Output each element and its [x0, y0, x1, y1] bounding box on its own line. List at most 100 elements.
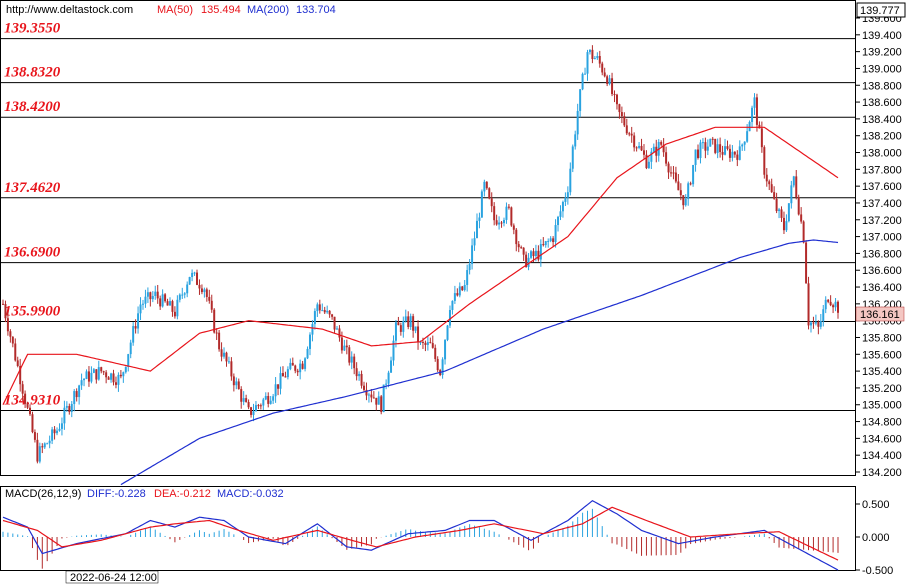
candle-body — [679, 190, 682, 196]
candle-body — [512, 225, 515, 230]
candle-body — [800, 214, 803, 222]
candle-body — [642, 150, 645, 155]
candle-body — [797, 197, 800, 215]
price-tick-label: 137.600 — [862, 181, 902, 193]
candle-body — [684, 198, 687, 206]
price-tick-label: 136.400 — [862, 282, 902, 294]
candle-body — [257, 405, 260, 407]
candle-body — [431, 343, 434, 348]
candle-body — [542, 244, 545, 246]
date-label-box — [65, 570, 159, 584]
candle-body — [635, 147, 638, 149]
candle-body — [615, 94, 618, 105]
level-label: 139.3550 — [4, 21, 61, 37]
candle-body — [227, 361, 230, 363]
candle-body — [640, 145, 643, 151]
candle-body — [770, 184, 773, 193]
candle-body — [517, 244, 520, 248]
candle-body — [785, 221, 788, 231]
candle-body — [355, 368, 358, 377]
ma200-line — [120, 239, 839, 486]
candle-body — [291, 362, 294, 366]
candle-body — [726, 146, 729, 149]
candle-body — [38, 446, 41, 462]
candle-body — [210, 300, 213, 310]
candle-body — [404, 316, 407, 321]
price-tick-label: 135.200 — [862, 383, 902, 395]
candle-body — [402, 320, 405, 332]
candle-body — [421, 341, 424, 343]
price-tick-label: 135.800 — [862, 332, 902, 344]
level-label: 138.4200 — [4, 99, 61, 115]
candle-body — [677, 181, 680, 191]
candle-body — [235, 381, 238, 386]
candle-body — [448, 309, 451, 326]
candle-body — [692, 164, 695, 185]
candle-body — [552, 238, 555, 243]
candle-body — [522, 247, 525, 255]
candle-body — [426, 342, 429, 345]
candle-body — [156, 291, 159, 299]
candle-body — [193, 272, 196, 274]
candle-body — [75, 391, 78, 398]
macd-axis: 0.500 0.000 -0.500 — [855, 499, 893, 577]
candle-body — [792, 176, 795, 186]
candle-body — [697, 149, 700, 158]
candle-body — [670, 172, 672, 174]
candle-body — [665, 152, 668, 164]
candle-body — [24, 393, 27, 404]
candle-body — [530, 251, 533, 258]
candle-body — [711, 138, 714, 140]
candle-body — [73, 391, 76, 405]
price-tick-label: 135.400 — [862, 366, 902, 378]
candle-body — [817, 321, 820, 327]
candle-body — [134, 326, 137, 329]
main-panel — [0, 0, 856, 476]
candle-body — [549, 238, 552, 241]
candle-body — [493, 206, 496, 221]
candle-body — [367, 394, 370, 396]
candle-body — [795, 176, 798, 198]
candle-body — [203, 289, 206, 293]
candle-body — [164, 294, 167, 302]
candle-body — [451, 300, 454, 310]
candle-body — [775, 198, 778, 212]
candle-body — [301, 363, 304, 369]
candle-body — [591, 49, 594, 60]
diff-line — [2, 499, 839, 571]
candle-body — [689, 183, 692, 185]
candle-body — [593, 58, 596, 60]
price-tick-label: 136.600 — [862, 265, 902, 277]
candle-body — [571, 146, 574, 169]
candle-body — [53, 429, 56, 434]
candle-body — [137, 313, 140, 329]
candle-body — [328, 310, 331, 315]
candle-body — [716, 144, 719, 153]
candle-body — [186, 284, 189, 294]
candle-body — [485, 181, 488, 189]
candle-body — [606, 76, 609, 85]
candle-body — [412, 316, 415, 331]
candle-body — [205, 289, 208, 297]
ma50-value: 135.494 — [201, 4, 241, 16]
candle-body — [382, 384, 385, 413]
candle-body — [169, 301, 171, 306]
candle-body — [31, 414, 34, 433]
candle-body — [144, 296, 147, 304]
candle-body — [662, 144, 665, 153]
candle-body — [29, 407, 32, 415]
candle-body — [768, 181, 771, 185]
candle-body — [819, 321, 822, 327]
candle-body — [385, 383, 388, 385]
top-price-label: 139.777 — [860, 5, 900, 17]
candle-body — [284, 376, 287, 378]
price-tick-label: 137.400 — [862, 198, 902, 210]
candle-body — [100, 367, 103, 372]
candle-body — [311, 324, 314, 335]
macd-tick-label: -0.500 — [862, 565, 893, 577]
candle-body — [638, 145, 641, 148]
candle-body — [141, 303, 144, 305]
candle-body — [760, 128, 763, 148]
candle-body — [78, 385, 81, 398]
level-label: 138.8320 — [4, 65, 61, 81]
